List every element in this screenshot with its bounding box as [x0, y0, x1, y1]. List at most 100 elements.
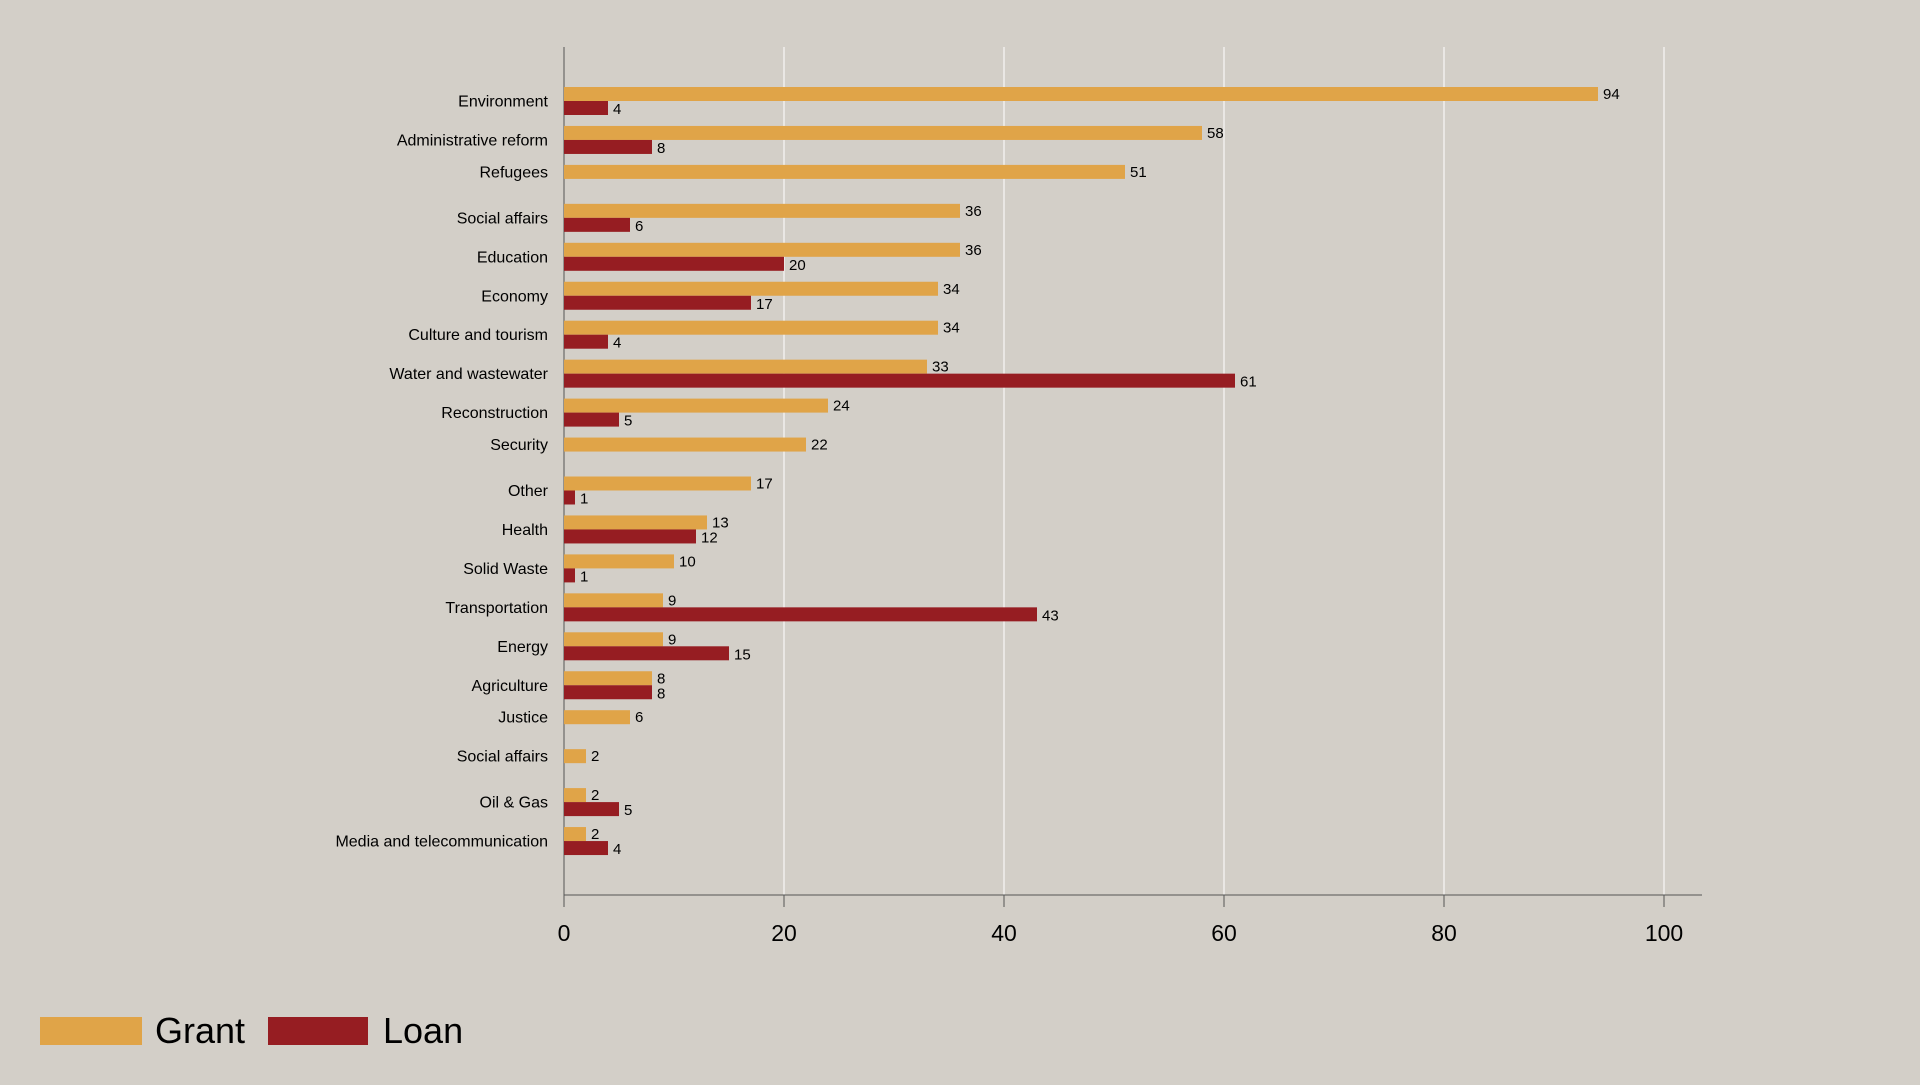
grant-value-label: 8: [657, 670, 665, 687]
grant-value-label: 94: [1603, 86, 1620, 103]
grant-bar: [564, 632, 663, 647]
grant-bar: [564, 437, 806, 452]
category-label: Water and wastewater: [389, 366, 548, 383]
loan-value-label: 20: [789, 257, 806, 274]
loan-bar: [564, 841, 608, 856]
category-label: Refugees: [480, 164, 549, 181]
grant-value-label: 36: [965, 242, 982, 259]
loan-bar: [564, 646, 729, 661]
category-label: Culture and tourism: [408, 327, 548, 344]
loan-value-label: 17: [756, 296, 773, 313]
grant-bar: [564, 476, 751, 491]
x-tick-label: 40: [991, 920, 1017, 946]
loan-value-label: 8: [657, 685, 665, 702]
loan-bar: [564, 139, 652, 154]
grant-value-label: 9: [668, 631, 676, 648]
loan-bar: [564, 256, 784, 271]
category-label: Other: [508, 483, 549, 500]
legend-label-loan: Loan: [383, 1010, 463, 1051]
category-label: Reconstruction: [441, 405, 548, 422]
grant-value-label: 36: [965, 203, 982, 220]
grant-value-label: 33: [932, 359, 949, 376]
grant-value-label: 22: [811, 437, 828, 454]
loan-value-label: 1: [580, 491, 588, 508]
x-tick-label: 100: [1645, 920, 1683, 946]
category-label: Education: [477, 249, 548, 266]
grant-bar: [564, 710, 630, 725]
loan-value-label: 4: [613, 335, 621, 352]
grant-bar: [564, 398, 828, 413]
loan-value-label: 5: [624, 413, 632, 430]
category-label: Security: [490, 437, 548, 454]
x-tick-label: 80: [1431, 920, 1457, 946]
x-tick-label: 0: [558, 920, 571, 946]
loan-bar: [564, 412, 619, 427]
grant-value-label: 10: [679, 553, 696, 570]
loan-bar: [564, 529, 696, 544]
grant-bar: [564, 125, 1202, 140]
grant-bar: [564, 788, 586, 803]
grant-value-label: 2: [591, 826, 599, 843]
category-label: Solid Waste: [463, 561, 548, 578]
loan-bar: [564, 568, 575, 583]
category-label: Administrative reform: [397, 132, 548, 149]
grant-bar: [564, 554, 674, 569]
category-label: Energy: [497, 639, 548, 656]
x-tick-label: 60: [1211, 920, 1237, 946]
loan-bar: [564, 685, 652, 700]
loan-bar: [564, 490, 575, 505]
grant-value-label: 2: [591, 748, 599, 765]
loan-bar: [564, 334, 608, 349]
loan-bar: [564, 295, 751, 310]
grant-value-label: 34: [943, 281, 960, 298]
category-label: Health: [502, 522, 548, 539]
loan-value-label: 12: [701, 529, 718, 546]
grant-value-label: 58: [1207, 125, 1224, 142]
grant-value-label: 17: [756, 476, 773, 493]
x-tick-label: 20: [771, 920, 797, 946]
grant-value-label: 34: [943, 320, 960, 337]
grant-value-label: 13: [712, 514, 729, 531]
category-label: Social affairs: [457, 749, 548, 766]
legend-label-grant: Grant: [155, 1010, 245, 1051]
grant-bar: [564, 203, 960, 218]
category-label: Environment: [458, 94, 548, 111]
grant-bar: [564, 749, 586, 764]
loan-value-label: 6: [635, 218, 643, 235]
loan-value-label: 4: [613, 101, 621, 118]
loan-bar: [564, 373, 1235, 388]
category-label: Agriculture: [472, 678, 549, 695]
grant-bar: [564, 593, 663, 608]
loan-value-label: 61: [1240, 374, 1257, 391]
legend-swatch-loan: [268, 1017, 368, 1045]
loan-value-label: 4: [613, 841, 621, 858]
grant-bar: [564, 359, 927, 374]
loan-value-label: 5: [624, 802, 632, 819]
grant-bar: [564, 827, 586, 842]
category-label: Justice: [498, 710, 548, 727]
category-label: Transportation: [445, 600, 548, 617]
loan-value-label: 43: [1042, 607, 1059, 624]
grant-bar: [564, 320, 938, 335]
loan-bar: [564, 802, 619, 817]
loan-bar: [564, 607, 1037, 622]
loan-value-label: 8: [657, 140, 665, 157]
grant-bar: [564, 242, 960, 257]
grant-value-label: 6: [635, 709, 643, 726]
grant-bar: [564, 87, 1598, 101]
grant-bar: [564, 281, 938, 296]
category-label: Economy: [481, 288, 548, 305]
loan-bar: [564, 101, 608, 115]
category-label: Social affairs: [457, 210, 548, 227]
grant-value-label: 2: [591, 787, 599, 804]
legend-swatch-grant: [40, 1017, 142, 1045]
grant-value-label: 24: [833, 398, 850, 415]
grant-bar: [564, 515, 707, 530]
grant-bar: [564, 164, 1125, 179]
category-label: Media and telecommunication: [335, 834, 548, 851]
category-label: Oil & Gas: [480, 795, 548, 812]
grant-bar: [564, 671, 652, 686]
loan-bar: [564, 217, 630, 232]
